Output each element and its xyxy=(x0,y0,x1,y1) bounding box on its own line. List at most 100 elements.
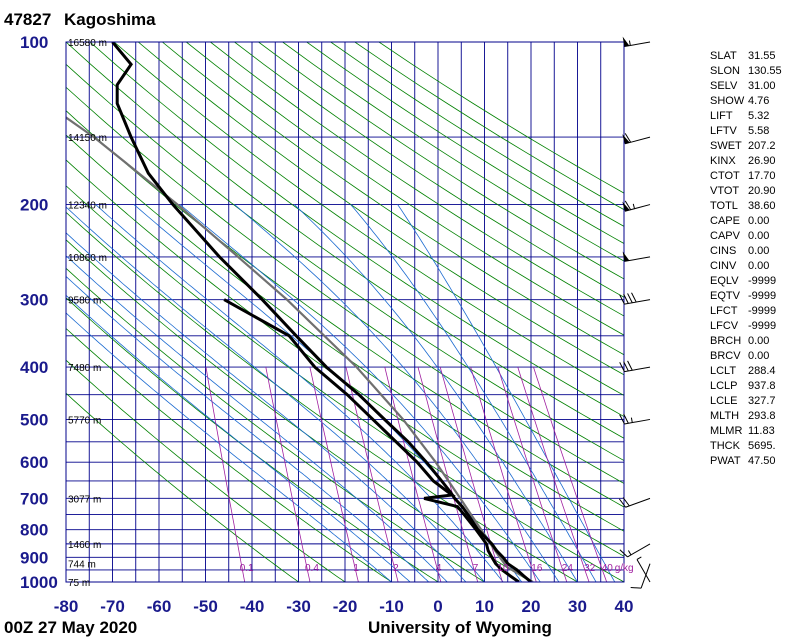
pressure-tick-label: 1000 xyxy=(20,573,58,592)
index-row: EQLV -9999 xyxy=(710,274,800,289)
wind-barb-staff xyxy=(624,41,651,48)
station-id: 47827 xyxy=(4,10,51,29)
dry-adiabat xyxy=(66,327,392,582)
height-label: 5770 m xyxy=(68,415,101,426)
index-name: LFCT xyxy=(710,305,738,317)
station-name: Kagoshima xyxy=(64,10,156,29)
index-row: LIFT 5.32 xyxy=(710,109,800,124)
dry-adiabat xyxy=(162,42,624,356)
axis-labels: 0.1 0.4 1 2 4 7 10 16 24 32 40 g/kg1002003004005006… xyxy=(20,33,634,616)
mixing-ratio-label: 0.4 xyxy=(305,563,319,574)
parcel-path xyxy=(66,116,534,582)
index-value: 17.70 xyxy=(748,170,776,182)
dry-adiabat xyxy=(66,42,624,439)
dry-adiabat xyxy=(66,63,624,461)
index-name: LFTV xyxy=(710,125,737,137)
index-value: 207.2 xyxy=(748,140,776,152)
wind-barb-staff xyxy=(624,418,651,425)
pressure-tick-label: 300 xyxy=(20,291,48,310)
index-name: VTOT xyxy=(710,185,740,197)
height-label: 16580 m xyxy=(68,38,107,49)
moist-adiabat xyxy=(66,206,485,582)
moist-adiabat xyxy=(66,232,467,582)
index-row: BRCV 0.00 xyxy=(710,349,800,364)
moist-adiabat xyxy=(179,204,541,582)
index-value: 5695. xyxy=(748,440,776,452)
mixing-ratio-label: 32 xyxy=(584,563,596,574)
mixing-ratio-line xyxy=(309,367,359,582)
height-label: 14150 m xyxy=(68,133,107,144)
wind-barb-feather xyxy=(622,497,630,507)
wind-barb-flag xyxy=(622,36,630,47)
index-value: 0.00 xyxy=(748,215,770,227)
mixing-ratio-label: g/kg xyxy=(615,563,634,574)
index-value: 937.8 xyxy=(748,380,776,392)
height-label: 1460 m xyxy=(68,540,101,551)
index-value: 0.00 xyxy=(748,350,770,362)
index-value: 31.00 xyxy=(748,80,776,92)
index-row: LFCV -9999 xyxy=(710,319,800,334)
pressure-tick-label: 100 xyxy=(20,33,48,52)
moist-adiabat xyxy=(66,255,448,582)
wind-barb xyxy=(619,360,651,373)
index-name: KINX xyxy=(710,155,736,167)
dry-adiabat xyxy=(282,42,624,262)
wind-barb-flag xyxy=(622,251,630,262)
index-row: PWAT 47.50 xyxy=(710,454,800,469)
mixing-ratio-line xyxy=(497,366,568,582)
index-name: EQLV xyxy=(710,275,739,287)
index-row: LFTV 5.58 xyxy=(710,124,800,139)
pressure-tick-label: 400 xyxy=(20,358,48,377)
index-value: 293.8 xyxy=(748,410,776,422)
index-row: LCLE 327.7 xyxy=(710,394,800,409)
wind-barb-feather xyxy=(619,294,625,305)
mixing-ratio-label: 7 xyxy=(473,563,479,574)
mixing-ratio-label: 2 xyxy=(393,563,399,574)
wind-barb xyxy=(630,563,651,589)
temperature-curve xyxy=(111,42,532,582)
moist-adiabat xyxy=(66,312,392,582)
index-value: 0.00 xyxy=(748,230,770,242)
index-row: SLAT 31.55 xyxy=(710,49,800,64)
wind-barb-staff xyxy=(625,497,651,508)
wind-barb-feather xyxy=(631,292,637,303)
dry-adiabat xyxy=(66,110,624,508)
index-row: SELV 31.00 xyxy=(710,79,800,94)
index-name: PWAT xyxy=(710,455,741,467)
wind-barb-feather xyxy=(619,549,628,558)
index-value: 0.00 xyxy=(748,260,770,272)
temperature-tick-label: 0 xyxy=(433,597,442,616)
index-row: THCK 5695. xyxy=(710,439,800,454)
index-row: TOTL 38.60 xyxy=(710,199,800,214)
index-name: SWET xyxy=(710,140,742,152)
index-row: EQTV -9999 xyxy=(710,289,800,304)
pressure-tick-label: 600 xyxy=(20,453,48,472)
moist-adiabat xyxy=(95,204,504,582)
height-label: 75 m xyxy=(68,578,90,589)
mixing-ratio-label: 1 xyxy=(353,563,359,574)
wind-barb xyxy=(619,413,651,425)
temperature-tick-label: -50 xyxy=(193,597,218,616)
index-value: 5.58 xyxy=(748,125,770,137)
dry-adiabat xyxy=(137,42,624,376)
index-value: -9999 xyxy=(748,275,777,287)
index-value: 327.7 xyxy=(748,395,776,407)
dry-adiabat xyxy=(210,42,624,317)
index-row: SWET 207.2 xyxy=(710,139,800,154)
pressure-tick-label: 700 xyxy=(20,489,48,508)
pressure-tick-label: 200 xyxy=(20,196,48,215)
index-name: EQTV xyxy=(710,290,740,302)
temperature-tick-label: -70 xyxy=(100,597,125,616)
wind-barb-half-feather xyxy=(628,40,631,46)
height-label: 12340 m xyxy=(68,201,107,212)
dry-adiabat xyxy=(258,42,624,280)
wind-barb-half-feather xyxy=(632,203,636,209)
index-row: LFCT -9999 xyxy=(710,304,800,319)
index-value: 5.32 xyxy=(748,110,770,122)
wind-barb-half-feather xyxy=(630,417,633,423)
mixing-ratio-line xyxy=(470,366,537,582)
temperature-tick-label: 30 xyxy=(568,597,587,616)
height-label: 7480 m xyxy=(68,363,101,374)
index-name: CINS xyxy=(710,245,737,257)
mixing-ratio-line xyxy=(517,366,590,582)
